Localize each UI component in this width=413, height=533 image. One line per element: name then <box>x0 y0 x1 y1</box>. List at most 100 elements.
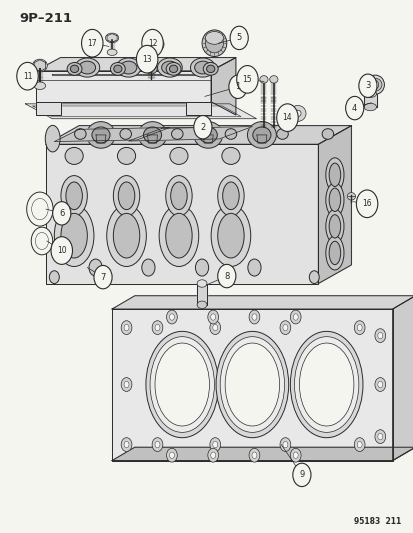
Ellipse shape <box>169 65 177 72</box>
Ellipse shape <box>136 45 157 73</box>
Ellipse shape <box>358 74 376 98</box>
Ellipse shape <box>121 438 132 451</box>
Ellipse shape <box>45 125 60 152</box>
Ellipse shape <box>259 76 268 83</box>
Ellipse shape <box>197 301 206 309</box>
Ellipse shape <box>210 314 215 320</box>
Text: 11: 11 <box>23 71 32 80</box>
Ellipse shape <box>166 62 180 75</box>
Ellipse shape <box>193 116 211 139</box>
Ellipse shape <box>321 128 333 139</box>
Ellipse shape <box>217 213 244 258</box>
Ellipse shape <box>279 321 290 335</box>
Ellipse shape <box>157 58 182 77</box>
Ellipse shape <box>290 332 362 438</box>
Ellipse shape <box>209 438 220 451</box>
Polygon shape <box>25 104 256 119</box>
Text: 1: 1 <box>235 82 240 91</box>
Ellipse shape <box>154 343 209 426</box>
Ellipse shape <box>75 58 100 77</box>
Ellipse shape <box>222 182 239 209</box>
Ellipse shape <box>292 452 297 458</box>
Polygon shape <box>203 135 213 143</box>
Ellipse shape <box>107 49 117 55</box>
Ellipse shape <box>170 182 187 209</box>
Ellipse shape <box>161 61 178 74</box>
Ellipse shape <box>217 264 235 288</box>
Text: 17: 17 <box>87 39 97 48</box>
Ellipse shape <box>110 62 125 75</box>
Ellipse shape <box>205 31 223 44</box>
Ellipse shape <box>216 332 288 438</box>
Ellipse shape <box>345 96 363 120</box>
Ellipse shape <box>165 175 192 216</box>
Ellipse shape <box>89 259 102 276</box>
Ellipse shape <box>92 127 110 143</box>
Ellipse shape <box>169 148 188 165</box>
Polygon shape <box>54 127 169 142</box>
Ellipse shape <box>206 65 214 72</box>
Ellipse shape <box>347 192 355 200</box>
Polygon shape <box>112 309 392 461</box>
Ellipse shape <box>171 128 183 139</box>
Polygon shape <box>256 135 266 143</box>
Ellipse shape <box>325 236 343 270</box>
Polygon shape <box>211 58 235 115</box>
Ellipse shape <box>49 271 59 284</box>
Ellipse shape <box>363 103 376 111</box>
Ellipse shape <box>124 441 129 448</box>
Polygon shape <box>146 53 156 69</box>
Ellipse shape <box>190 58 215 77</box>
Ellipse shape <box>124 381 129 387</box>
Ellipse shape <box>193 122 222 148</box>
Ellipse shape <box>195 259 208 276</box>
Text: 3: 3 <box>364 81 370 90</box>
Ellipse shape <box>166 310 177 324</box>
Ellipse shape <box>292 463 310 487</box>
Ellipse shape <box>374 329 385 343</box>
Ellipse shape <box>35 232 48 249</box>
Ellipse shape <box>121 321 132 335</box>
Text: 13: 13 <box>142 55 152 63</box>
Ellipse shape <box>209 321 220 335</box>
Ellipse shape <box>328 215 340 238</box>
Text: 16: 16 <box>361 199 371 208</box>
Text: 12: 12 <box>147 39 157 48</box>
Ellipse shape <box>290 310 300 324</box>
Text: 5: 5 <box>236 34 241 43</box>
Ellipse shape <box>61 213 87 258</box>
Text: 7: 7 <box>100 273 105 281</box>
Text: 8: 8 <box>223 272 229 280</box>
Ellipse shape <box>107 205 146 266</box>
Ellipse shape <box>354 321 364 335</box>
Ellipse shape <box>142 29 163 57</box>
Ellipse shape <box>79 61 95 74</box>
Ellipse shape <box>169 452 174 458</box>
Ellipse shape <box>121 377 132 391</box>
Ellipse shape <box>228 75 247 99</box>
Text: 9P–211: 9P–211 <box>19 12 72 26</box>
Ellipse shape <box>221 148 240 165</box>
Ellipse shape <box>377 381 382 387</box>
Ellipse shape <box>356 190 377 217</box>
Ellipse shape <box>138 122 166 148</box>
Ellipse shape <box>325 183 343 217</box>
Text: 10: 10 <box>57 246 66 255</box>
Text: 2: 2 <box>200 123 205 132</box>
Ellipse shape <box>52 201 71 225</box>
Ellipse shape <box>34 82 45 90</box>
Ellipse shape <box>374 377 385 391</box>
Ellipse shape <box>290 448 300 462</box>
Polygon shape <box>392 296 413 461</box>
Ellipse shape <box>113 175 140 216</box>
Ellipse shape <box>276 128 287 139</box>
Ellipse shape <box>377 433 382 440</box>
Ellipse shape <box>217 175 244 216</box>
Polygon shape <box>112 296 413 309</box>
Ellipse shape <box>197 280 206 287</box>
Ellipse shape <box>328 163 340 187</box>
Ellipse shape <box>105 33 119 43</box>
Polygon shape <box>46 144 318 284</box>
Ellipse shape <box>211 205 250 266</box>
Ellipse shape <box>124 325 129 331</box>
